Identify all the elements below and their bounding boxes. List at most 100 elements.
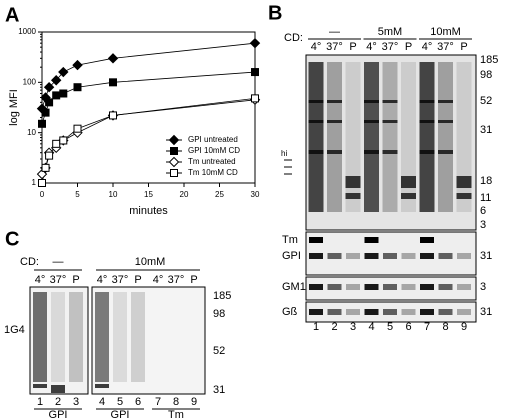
lane-header: P	[134, 274, 141, 286]
lane-header: 4°	[35, 274, 46, 286]
hi-label: hi	[281, 149, 287, 158]
band	[327, 309, 342, 315]
marker-label: 31	[480, 124, 492, 136]
data-point	[73, 83, 82, 92]
band	[33, 384, 47, 388]
band	[364, 237, 379, 243]
lane-number: 8	[173, 396, 179, 408]
band	[327, 150, 342, 154]
lane-number: 4	[99, 396, 105, 408]
cd-label: CD:	[20, 256, 39, 268]
data-point	[73, 124, 82, 133]
band	[438, 120, 453, 123]
lane-header: P	[349, 41, 356, 53]
band	[364, 150, 379, 154]
lane-header: 37°	[382, 41, 399, 53]
y-tick-label: 100	[23, 77, 37, 86]
band	[438, 309, 453, 315]
marker-label: 3	[480, 219, 486, 231]
band	[383, 237, 397, 243]
band	[439, 237, 453, 243]
band	[457, 253, 471, 259]
legend-label: Tm untreated	[188, 157, 236, 166]
band	[308, 100, 324, 103]
band	[383, 309, 397, 315]
lane-number: 3	[350, 321, 356, 333]
marker-label: 98	[480, 69, 492, 81]
lane-smear	[456, 62, 472, 212]
lane-group-label: GPI	[49, 409, 68, 419]
group-label: —	[329, 26, 340, 38]
lane-header: 4°	[366, 41, 377, 53]
band	[327, 284, 342, 290]
lane-smear	[95, 292, 109, 382]
x-axis-label: minutes	[129, 205, 168, 217]
band	[95, 384, 109, 388]
band	[328, 237, 342, 243]
lane-header: P	[405, 41, 412, 53]
band	[420, 253, 434, 259]
group-label: 5mM	[378, 26, 402, 38]
lane-header: 37°	[50, 274, 67, 286]
x-tick-label: 10	[109, 190, 118, 199]
band	[309, 284, 323, 290]
data-point	[43, 82, 55, 93]
lane-header: 37°	[112, 274, 129, 286]
band	[438, 253, 453, 259]
series-line	[41, 42, 256, 109]
marker-label: 52	[213, 345, 225, 357]
legend-label: GPI untreated	[188, 135, 238, 144]
data-point	[109, 111, 117, 120]
lane-smear	[345, 62, 361, 212]
legend-marker	[170, 169, 178, 177]
data-point	[59, 136, 68, 145]
data-point	[251, 68, 259, 77]
band	[401, 176, 416, 188]
marker-label: 3	[480, 281, 486, 293]
data-point	[59, 89, 68, 98]
data-point	[249, 37, 261, 49]
marker-label: 52	[480, 95, 492, 107]
lane-number: 6	[405, 321, 411, 333]
lane-number: 5	[387, 321, 393, 333]
band	[401, 253, 416, 259]
data-point	[38, 119, 46, 128]
lane-smear	[438, 62, 453, 212]
lane-number: 3	[73, 396, 79, 408]
y-tick-label: 10	[27, 128, 36, 137]
lane-header: P	[190, 274, 197, 286]
lane-smear	[51, 292, 65, 382]
lane-number: 7	[424, 321, 430, 333]
marker-label: 31	[213, 384, 225, 396]
band	[420, 284, 434, 290]
band	[419, 100, 435, 103]
x-tick-label: 0	[40, 190, 45, 199]
lane-header: 37°	[437, 41, 454, 53]
band	[402, 237, 416, 243]
legend-marker	[168, 156, 180, 168]
data-point	[107, 53, 119, 64]
band	[419, 120, 435, 123]
lane-smear	[382, 62, 398, 212]
band	[456, 193, 472, 199]
data-point	[58, 66, 69, 78]
marker-label: 31	[480, 306, 492, 318]
data-point	[45, 98, 54, 107]
lane-smear	[308, 62, 324, 212]
band	[419, 150, 435, 154]
lane-number: 9	[191, 396, 197, 408]
lane-smear	[33, 292, 47, 382]
panel-label: C	[5, 228, 19, 250]
band	[364, 120, 379, 123]
band	[438, 284, 453, 290]
blot-label: Tm	[282, 234, 298, 246]
band	[382, 100, 398, 103]
data-point	[41, 163, 50, 172]
lane-smear	[401, 62, 416, 212]
blot-label: GM1	[282, 281, 306, 293]
band	[456, 176, 472, 188]
blot-label: GPI	[282, 250, 301, 262]
band	[401, 309, 416, 315]
band	[309, 237, 323, 243]
